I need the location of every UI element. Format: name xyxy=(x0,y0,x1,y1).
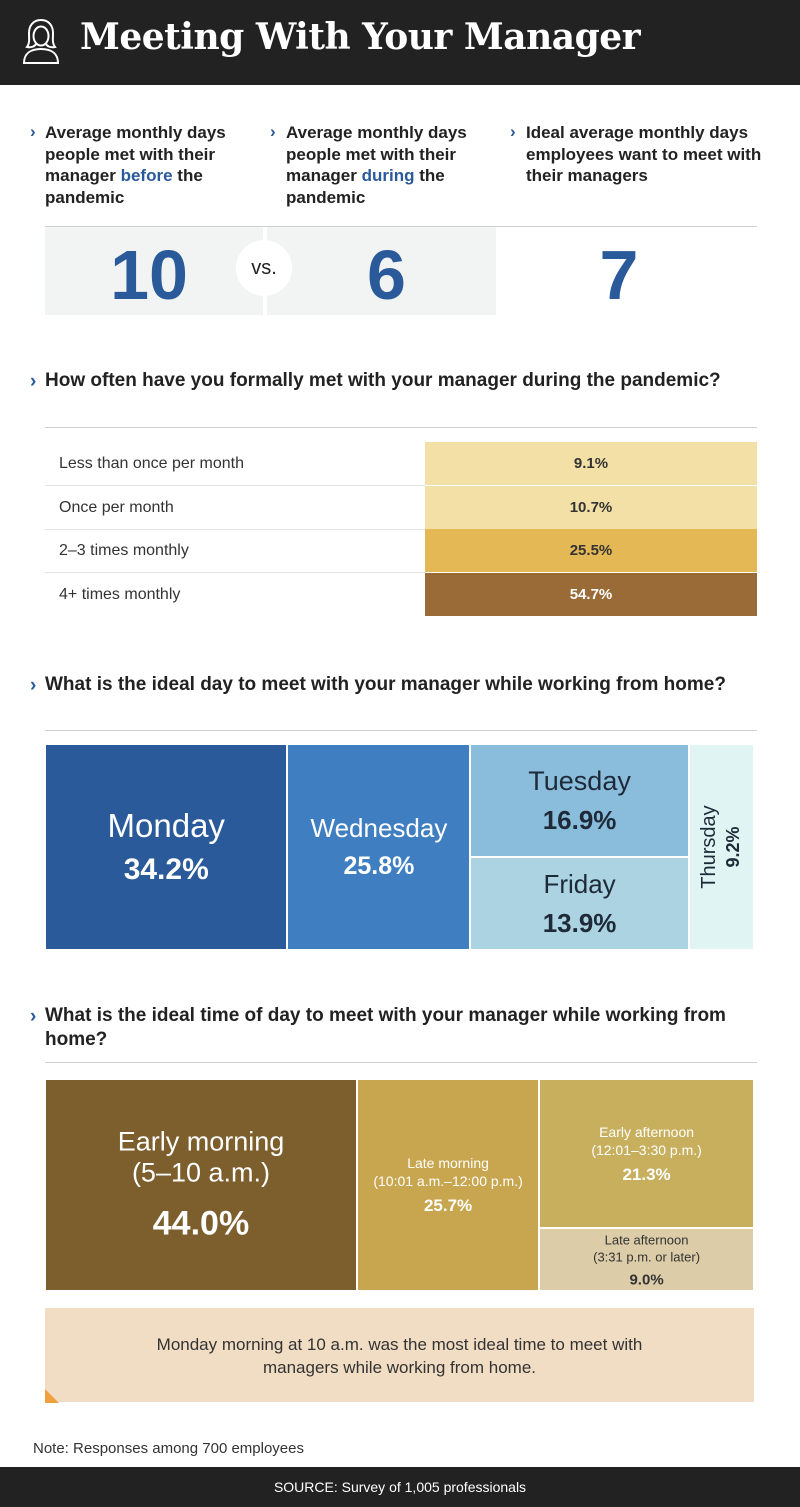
source-footer: SOURCE: Survey of 1,005 professionals xyxy=(0,1467,800,1507)
frequency-bar-once-per-month: 10.7% xyxy=(425,486,757,529)
cell-content: Tuesday 16.9% xyxy=(471,766,687,836)
cell-content: Monday 34.2% xyxy=(46,807,286,887)
header-bar: Meeting With Your Manager xyxy=(0,0,800,85)
time-percent: 44.0% xyxy=(152,1204,250,1243)
day-label: Wednesday xyxy=(310,813,448,843)
page-fold-icon xyxy=(45,1389,59,1403)
treemap-cell-friday: Friday 13.9% xyxy=(470,857,689,950)
treemap-cell-late-afternoon: Late afternoon (3:31 p.m. or later) 9.0% xyxy=(539,1228,754,1291)
table-row: 2–3 times monthly 25.5% xyxy=(45,529,757,573)
person-icon xyxy=(22,19,60,64)
day-label: Thursday xyxy=(698,805,721,889)
callout-box: Monday morning at 10 a.m. was the most i… xyxy=(45,1308,754,1402)
frequency-label-less-than-once-per-month: Less than once per month xyxy=(59,455,245,472)
cell-content: Late morning (10:01 a.m.–12:00 p.m.) 25.7% xyxy=(358,1154,538,1216)
day-percent: 9.2% xyxy=(723,826,744,868)
frequency-label-4-times-monthly: 4+ times monthly xyxy=(59,586,181,603)
day-percent: 34.2% xyxy=(123,853,209,886)
chevron-right-icon: › xyxy=(510,122,516,141)
thursday-vertical-label: Thursday 9.2% xyxy=(697,805,745,888)
treemap-cell-monday: Monday 34.2% xyxy=(45,744,288,950)
stat-heading-ideal: Ideal average monthly days employees wan… xyxy=(526,123,762,185)
frequency-bar-less-than-once-per-month: 9.1% xyxy=(425,442,757,485)
frequency-bar-4-times-monthly: 54.7% xyxy=(425,573,757,616)
time-label: Late morning xyxy=(407,1155,489,1171)
stat-heading-before: Average monthly days people met with the… xyxy=(45,123,226,207)
row-divider xyxy=(45,572,425,573)
frequency-question: How often have you formally met with you… xyxy=(45,370,721,391)
chevron-right-icon: › xyxy=(270,122,276,141)
chevron-right-icon: › xyxy=(30,122,36,141)
chevron-right-icon: › xyxy=(30,371,37,392)
divider xyxy=(45,730,757,731)
day-percent: 25.8% xyxy=(343,852,415,880)
time-percent: 21.3% xyxy=(622,1164,671,1184)
time-range: (3:31 p.m. or later) xyxy=(593,1249,701,1264)
cell-content: Friday 13.9% xyxy=(471,869,687,939)
chevron-right-icon: › xyxy=(30,675,37,696)
treemap-cell-tuesday: Tuesday 16.9% xyxy=(470,744,689,858)
treemap-cell-early-afternoon: Early afternoon (12:01–3:30 p.m.) 21.3% xyxy=(539,1079,754,1229)
stat-value-during: 6 xyxy=(367,236,406,314)
day-label: Tuesday xyxy=(528,765,631,796)
table-row: Once per month 10.7% xyxy=(45,486,757,530)
divider xyxy=(45,427,757,428)
footnote: Note: Responses among 700 employees xyxy=(33,1440,304,1457)
divider xyxy=(45,226,757,227)
day-label: Monday xyxy=(107,807,225,844)
stat-box-before xyxy=(45,227,263,315)
time-label: Early morning xyxy=(117,1126,285,1157)
chevron-right-icon: › xyxy=(30,1006,37,1027)
time-percent: 9.0% xyxy=(629,1271,664,1288)
treemap-cell-early-morning: Early morning (5–10 a.m.) 44.0% xyxy=(45,1079,357,1291)
frequency-label-once-per-month: Once per month xyxy=(59,499,174,516)
stat-heading-during: Average monthly days people met with the… xyxy=(286,123,467,207)
time-range: (5–10 a.m.) xyxy=(131,1157,270,1188)
time-question: What is the ideal time of day to meet wi… xyxy=(45,1005,726,1050)
treemap-cell-wednesday: Wednesday 25.8% xyxy=(287,744,471,950)
day-percent: 16.9% xyxy=(542,804,617,835)
cell-content: Early morning (5–10 a.m.) 44.0% xyxy=(46,1127,356,1244)
time-label: Early afternoon xyxy=(599,1123,695,1140)
time-percent: 25.7% xyxy=(423,1196,473,1215)
stat-value-before: 10 xyxy=(110,236,188,314)
day-label: Friday xyxy=(543,868,616,899)
treemap-cell-late-morning: Late morning (10:01 a.m.–12:00 p.m.) 25.7% xyxy=(356,1079,540,1291)
table-row: Less than once per month 9.1% xyxy=(45,442,757,486)
stat-value-ideal: 7 xyxy=(599,236,639,314)
frequency-label-2-3-times-monthly: 2–3 times monthly xyxy=(59,542,189,559)
page-title: Meeting With Your Manager xyxy=(80,16,641,58)
row-divider xyxy=(45,485,425,486)
divider xyxy=(45,1062,757,1063)
day-percent: 13.9% xyxy=(542,907,617,938)
time-label: Late afternoon xyxy=(604,1232,689,1247)
treemap-cell-thursday: Thursday 9.2% xyxy=(688,744,754,950)
row-divider xyxy=(45,529,425,530)
frequency-bar-2-3-times-monthly: 25.5% xyxy=(425,529,757,572)
day-question: What is the ideal day to meet with your … xyxy=(45,674,726,695)
table-row: 4+ times monthly 54.7% xyxy=(45,573,757,617)
cell-content: Early afternoon (12:01–3:30 p.m.) 21.3% xyxy=(540,1123,753,1185)
cell-content: Wednesday 25.8% xyxy=(288,813,469,881)
callout-text: Monday morning at 10 a.m. was the most i… xyxy=(156,1335,643,1377)
time-range: (10:01 a.m.–12:00 p.m.) xyxy=(373,1173,523,1189)
cell-content: Late afternoon (3:31 p.m. or later) 9.0% xyxy=(540,1231,753,1288)
time-range: (12:01–3:30 p.m.) xyxy=(591,1141,702,1158)
stat-box-during xyxy=(267,227,496,315)
vs-badge: vs. xyxy=(236,240,292,296)
